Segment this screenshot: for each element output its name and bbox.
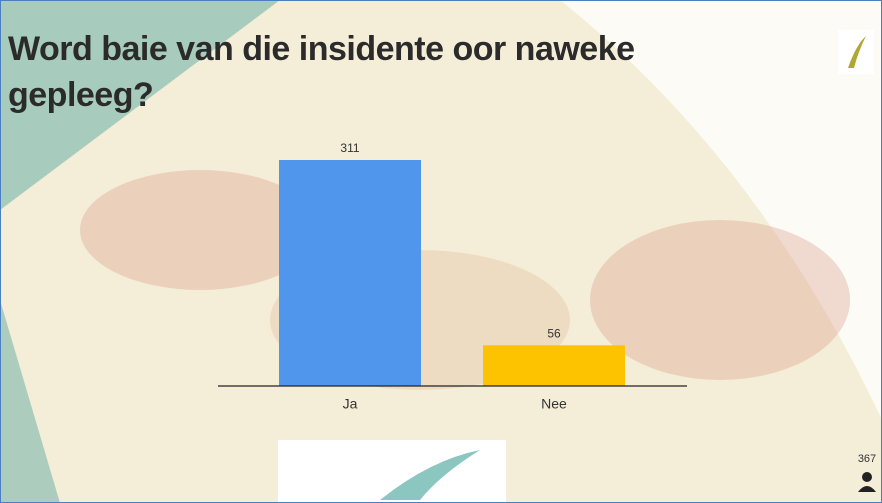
bar	[483, 345, 625, 386]
x-tick-label: Ja	[343, 396, 358, 412]
bar	[279, 160, 421, 386]
bg-puzzle	[80, 170, 320, 290]
top-logo-mark	[848, 36, 866, 68]
bg-shape	[0, 0, 280, 210]
bottom-logo-mark	[380, 450, 480, 500]
value-label: 56	[547, 326, 561, 340]
value-label: 311	[340, 141, 359, 155]
person-icon	[858, 486, 876, 492]
participant-count: 367	[858, 453, 876, 465]
bg-puzzle	[590, 220, 850, 380]
person-icon	[862, 472, 872, 482]
x-tick-label: Nee	[541, 396, 567, 412]
bg-shape	[0, 300, 60, 503]
bg-shape	[560, 0, 882, 420]
slide-title: Word baie van die insidente oor naweke g…	[8, 30, 635, 114]
